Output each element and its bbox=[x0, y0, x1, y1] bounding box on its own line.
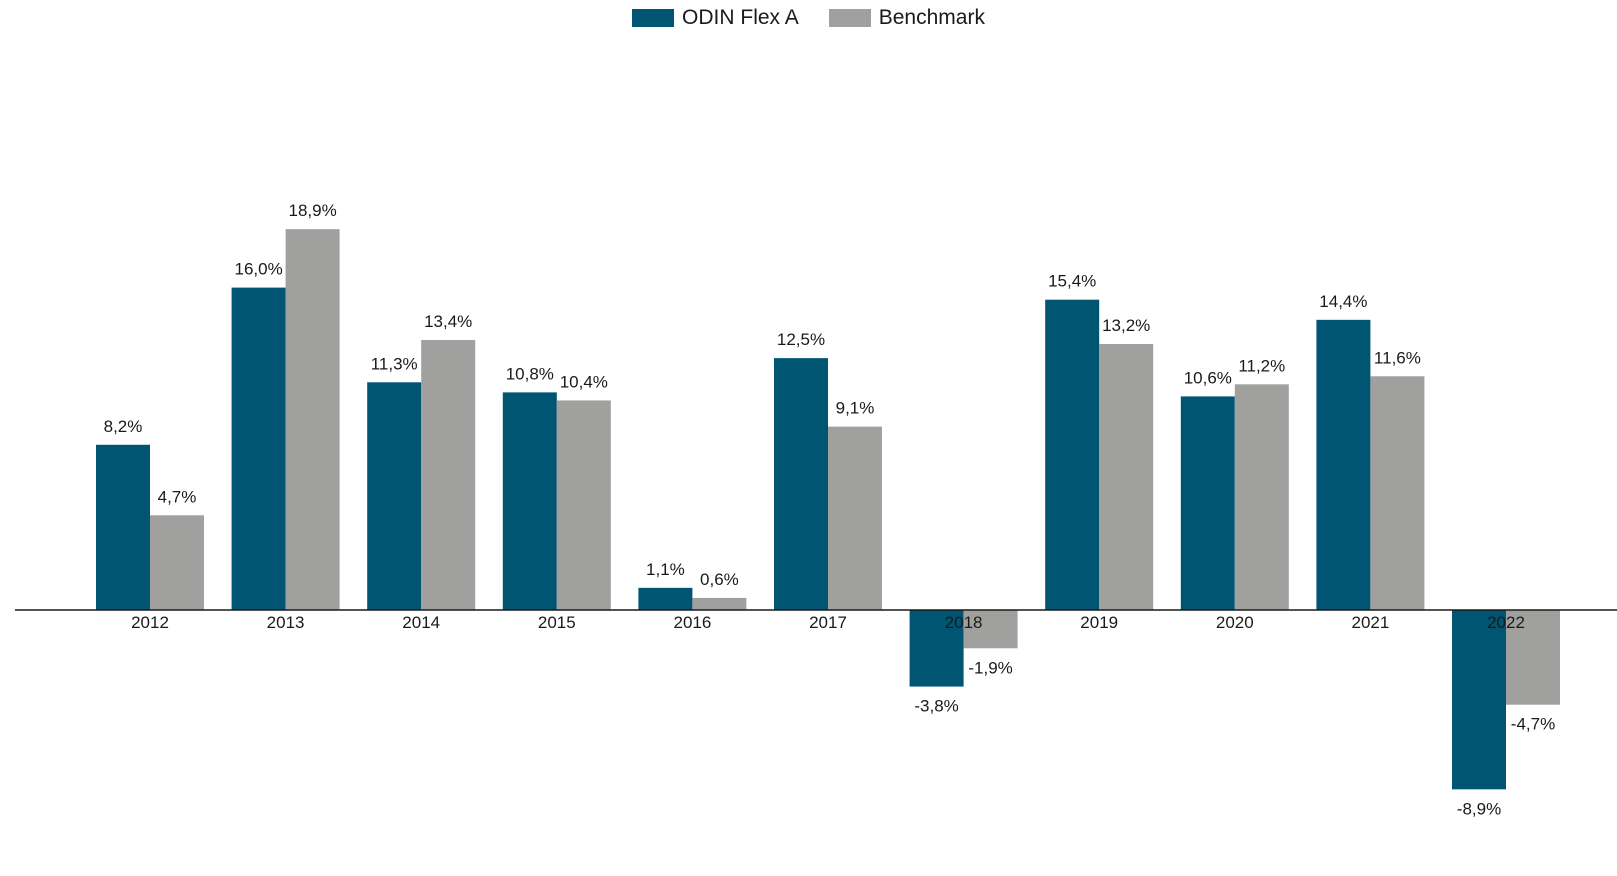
data-label-benchmark-2022: -4,7% bbox=[1511, 715, 1555, 734]
bar-odin-flex-a-2014[interactable] bbox=[367, 382, 422, 610]
x-tick-2022: 2022 bbox=[1487, 613, 1525, 632]
bar-benchmark-2013[interactable] bbox=[285, 229, 340, 611]
bar-odin-flex-a-2020[interactable] bbox=[1180, 396, 1235, 610]
x-tick-2017: 2017 bbox=[809, 613, 847, 632]
data-label-odin-flex-a-2012: 8,2% bbox=[104, 417, 143, 436]
x-tick-2020: 2020 bbox=[1216, 613, 1254, 632]
bar-odin-flex-a-2018[interactable] bbox=[909, 610, 964, 687]
bar-odin-flex-a-2013[interactable] bbox=[231, 287, 286, 610]
data-label-odin-flex-a-2021: 14,4% bbox=[1319, 292, 1367, 311]
bar-benchmark-2016[interactable] bbox=[692, 597, 747, 610]
data-label-odin-flex-a-2022: -8,9% bbox=[1457, 799, 1501, 818]
data-label-benchmark-2019: 13,2% bbox=[1102, 316, 1150, 335]
x-tick-2015: 2015 bbox=[538, 613, 576, 632]
bar-benchmark-2020[interactable] bbox=[1234, 384, 1289, 610]
data-label-benchmark-2018: -1,9% bbox=[968, 658, 1012, 677]
legend-label-benchmark: Benchmark bbox=[878, 6, 985, 29]
data-label-odin-flex-a-2016: 1,1% bbox=[646, 560, 685, 579]
data-label-odin-flex-a-2014: 11,3% bbox=[371, 354, 418, 373]
x-tick-2013: 2013 bbox=[267, 613, 305, 632]
data-label-benchmark-2017: 9,1% bbox=[836, 399, 875, 418]
bar-benchmark-2021[interactable] bbox=[1370, 376, 1425, 610]
bar-benchmark-2014[interactable] bbox=[421, 339, 476, 610]
data-label-odin-flex-a-2013: 16,0% bbox=[234, 260, 282, 279]
data-label-benchmark-2020: 11,2% bbox=[1238, 356, 1285, 375]
legend-item-benchmark[interactable]: Benchmark bbox=[828, 6, 985, 30]
bar-benchmark-2019[interactable] bbox=[1099, 344, 1154, 610]
data-label-odin-flex-a-2018: -3,8% bbox=[914, 697, 958, 716]
bar-odin-flex-a-2017[interactable] bbox=[774, 358, 828, 610]
legend: ODIN Flex A Benchmark bbox=[0, 6, 1617, 30]
data-label-odin-flex-a-2017: 12,5% bbox=[777, 330, 825, 349]
x-tick-2012: 2012 bbox=[131, 613, 169, 632]
bars-layer bbox=[96, 229, 1560, 790]
data-label-benchmark-2015: 10,4% bbox=[560, 372, 608, 391]
bar-odin-flex-a-2012[interactable] bbox=[96, 444, 150, 610]
labels-layer: 8,2% 4,7% 16,0% 18,9% 11,3% 13,4% 10,8% 10,4% 1,… bbox=[104, 201, 1556, 818]
ticks-layer: 2012 2013 2014 2015 2016 2017 2018 2019 2020 2021… bbox=[131, 613, 1525, 632]
data-label-benchmark-2014: 13,4% bbox=[424, 312, 472, 331]
data-label-benchmark-2016: 0,6% bbox=[700, 570, 739, 589]
bar-benchmark-2022[interactable] bbox=[1506, 610, 1560, 705]
legend-item-odin-flex-a[interactable]: ODIN Flex A bbox=[632, 6, 799, 30]
bar-odin-flex-a-2022[interactable] bbox=[1452, 610, 1506, 790]
bar-odin-flex-a-2016[interactable] bbox=[638, 587, 693, 610]
data-label-odin-flex-a-2019: 15,4% bbox=[1048, 272, 1096, 291]
bar-odin-flex-a-2019[interactable] bbox=[1045, 299, 1100, 610]
bar-odin-flex-a-2015[interactable] bbox=[502, 392, 557, 610]
data-label-benchmark-2021: 11,6% bbox=[1374, 348, 1421, 367]
bar-benchmark-2018[interactable] bbox=[963, 610, 1018, 649]
x-tick-2014: 2014 bbox=[402, 613, 440, 632]
bar-benchmark-2017[interactable] bbox=[828, 426, 882, 610]
x-tick-2016: 2016 bbox=[673, 613, 711, 632]
data-label-odin-flex-a-2015: 10,8% bbox=[506, 364, 554, 383]
legend-swatch-benchmark bbox=[828, 9, 871, 27]
bar-benchmark-2015[interactable] bbox=[556, 400, 611, 610]
legend-swatch-odin-flex-a bbox=[632, 9, 675, 27]
x-tick-2021: 2021 bbox=[1351, 613, 1389, 632]
bar-odin-flex-a-2021[interactable] bbox=[1316, 319, 1371, 610]
data-label-benchmark-2012: 4,7% bbox=[158, 487, 197, 506]
x-tick-2019: 2019 bbox=[1080, 613, 1118, 632]
bar-benchmark-2012[interactable] bbox=[150, 515, 204, 610]
x-tick-2018: 2018 bbox=[945, 613, 983, 632]
data-label-benchmark-2013: 18,9% bbox=[288, 201, 336, 220]
legend-label-odin-flex-a: ODIN Flex A bbox=[682, 6, 799, 29]
data-label-odin-flex-a-2020: 10,6% bbox=[1184, 368, 1232, 387]
